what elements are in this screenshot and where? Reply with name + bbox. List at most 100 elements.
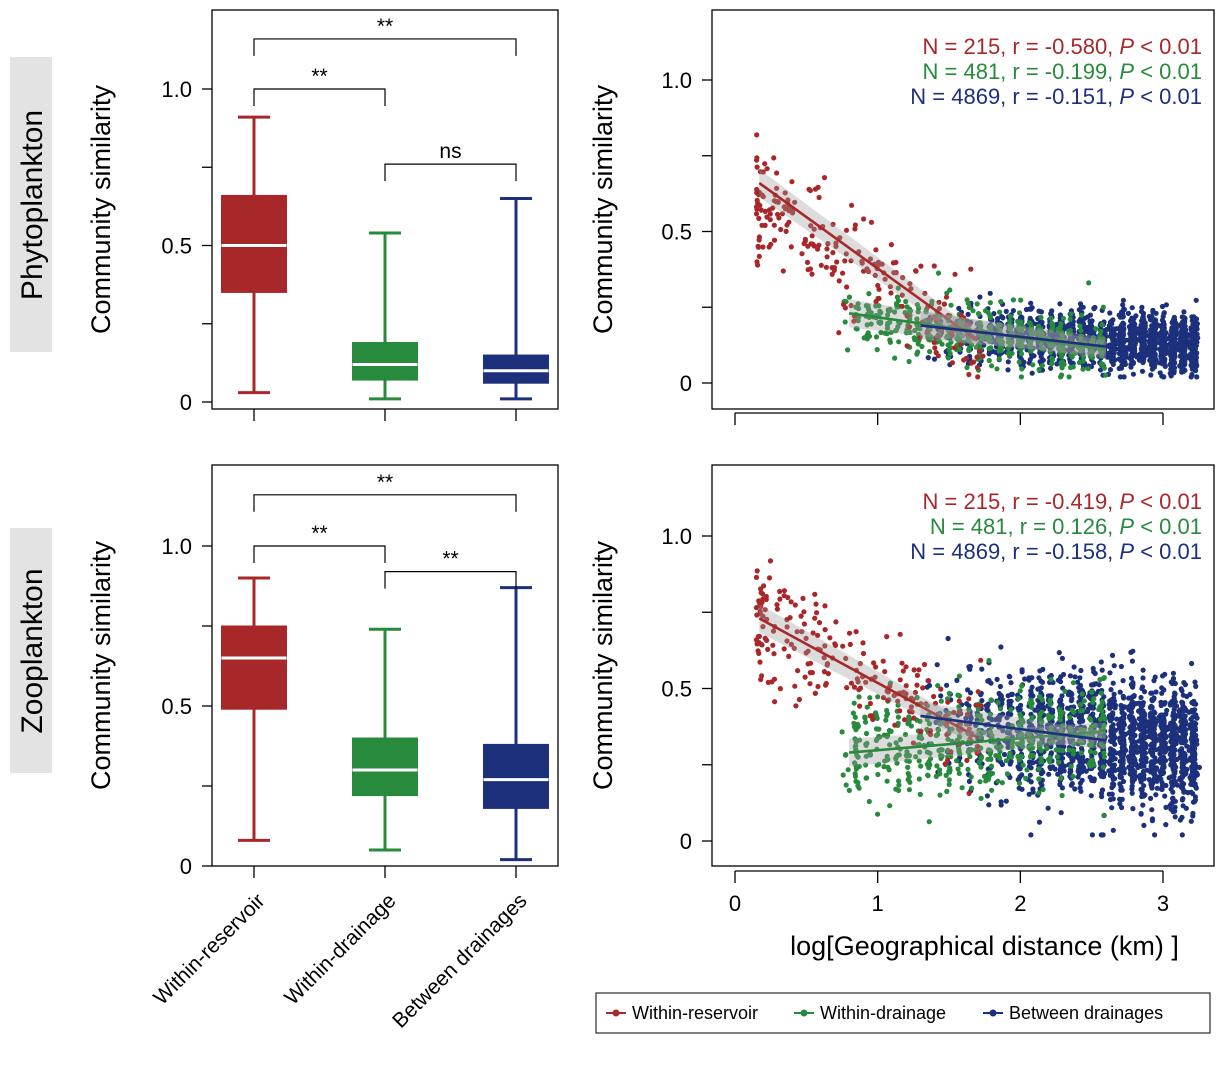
scatter-point bbox=[1164, 727, 1170, 733]
scatter-point bbox=[999, 761, 1006, 768]
scatter-point bbox=[1107, 712, 1114, 718]
scatter-point bbox=[1003, 758, 1009, 764]
scatter-point bbox=[868, 219, 875, 225]
scatter-point bbox=[1098, 690, 1104, 696]
scatter-point bbox=[754, 157, 760, 163]
scatter-point bbox=[1183, 758, 1190, 764]
scatter-point bbox=[1028, 306, 1034, 312]
scatter-point bbox=[1029, 675, 1035, 681]
y-tick-label: 0.5 bbox=[161, 694, 192, 719]
scatter-point bbox=[888, 290, 894, 296]
scatter-point bbox=[839, 729, 845, 735]
scatter-point bbox=[1038, 314, 1044, 321]
scatter-point bbox=[1110, 680, 1116, 686]
scatter-point bbox=[1121, 374, 1127, 380]
scatter-point bbox=[987, 290, 993, 296]
scatter-point bbox=[1067, 673, 1073, 679]
scatter-point bbox=[887, 337, 893, 343]
scatter-point bbox=[1141, 689, 1148, 695]
scatter-point bbox=[1078, 702, 1084, 708]
scatter-point bbox=[1123, 337, 1129, 343]
scatter-point bbox=[1079, 717, 1086, 724]
scatter-point bbox=[830, 250, 836, 256]
scatter-point bbox=[1053, 747, 1059, 753]
scatter-point bbox=[1139, 368, 1146, 374]
scatter-point bbox=[1020, 762, 1026, 768]
scatter-point bbox=[842, 319, 848, 325]
scatter-point bbox=[954, 758, 960, 764]
y-tick-label: 0 bbox=[180, 854, 192, 879]
scatter-point bbox=[862, 719, 869, 725]
row-label-zooplankton-bg bbox=[10, 528, 52, 773]
scatter-point bbox=[1179, 746, 1185, 752]
scatter-point bbox=[1059, 372, 1065, 378]
scatter-point bbox=[1110, 339, 1116, 345]
scatter-point bbox=[1179, 338, 1185, 344]
scatter-point bbox=[1191, 344, 1197, 350]
scatter-point bbox=[783, 228, 789, 234]
scatter-point bbox=[1163, 302, 1169, 308]
scatter-point bbox=[1018, 319, 1024, 325]
scatter-point bbox=[1077, 675, 1083, 681]
scatter-point bbox=[1005, 359, 1011, 365]
scatter-point bbox=[875, 811, 881, 817]
scatter-point bbox=[884, 778, 890, 784]
scatter-point bbox=[1140, 768, 1147, 775]
scatter-point bbox=[863, 775, 869, 781]
scatter-point bbox=[1163, 822, 1169, 828]
scatter-point bbox=[1047, 697, 1053, 703]
scatter-point bbox=[1196, 764, 1202, 771]
scatter-point bbox=[1109, 318, 1115, 324]
scatter-point bbox=[1060, 315, 1066, 321]
scatter-point bbox=[1078, 667, 1084, 674]
scatter-point bbox=[1121, 711, 1127, 718]
scatter-point bbox=[1117, 772, 1123, 778]
scatter-point bbox=[1059, 655, 1065, 662]
scatter-point bbox=[1184, 353, 1191, 359]
scatter-point bbox=[1190, 810, 1196, 816]
x-tick-label: 1 bbox=[872, 891, 884, 916]
scatter-point bbox=[1100, 832, 1106, 838]
scatter-point bbox=[1150, 334, 1156, 340]
scatter-point bbox=[896, 339, 902, 345]
scatter-point bbox=[1163, 711, 1169, 717]
significance-label: ** bbox=[311, 522, 327, 545]
significance-bracket bbox=[253, 38, 517, 56]
scatter-point bbox=[1117, 749, 1123, 756]
scatter-point bbox=[1181, 315, 1187, 321]
significance-bracket bbox=[384, 163, 517, 182]
scatter-point bbox=[1093, 326, 1099, 332]
scatter-point bbox=[1141, 348, 1147, 354]
scatter-point bbox=[1007, 674, 1013, 680]
box-within-drainage bbox=[352, 231, 418, 401]
y-axis-label: Community similarity bbox=[588, 84, 618, 334]
box-iqr bbox=[352, 342, 418, 381]
scatter-point bbox=[1140, 802, 1146, 808]
scatter-point bbox=[943, 294, 950, 300]
scatter-point bbox=[1016, 359, 1022, 365]
scatter-point bbox=[804, 259, 811, 265]
scatter-point bbox=[1111, 350, 1117, 356]
scatter-point bbox=[1148, 372, 1154, 378]
y-axis-label: Community similarity bbox=[86, 540, 116, 790]
scatter-point bbox=[1116, 312, 1122, 318]
scatter-point bbox=[1109, 805, 1115, 811]
scatter-point bbox=[1159, 783, 1165, 789]
scatter-point bbox=[887, 803, 893, 809]
scatter-point bbox=[1134, 749, 1140, 755]
scatter-point bbox=[947, 350, 953, 357]
scatter-point bbox=[988, 756, 994, 763]
scatter-point bbox=[1046, 771, 1052, 777]
scatter-point bbox=[834, 259, 840, 265]
scatter-point bbox=[760, 244, 766, 250]
scatter-point bbox=[1140, 667, 1146, 673]
scatter-point bbox=[997, 692, 1003, 698]
scatter-point bbox=[993, 344, 1000, 350]
scatter-point bbox=[1109, 328, 1115, 334]
scatter-point bbox=[829, 265, 835, 271]
scatter-point bbox=[1070, 758, 1076, 764]
scatter-point bbox=[1133, 313, 1139, 319]
scatter-point bbox=[1077, 682, 1084, 689]
scatter-point bbox=[986, 677, 992, 684]
